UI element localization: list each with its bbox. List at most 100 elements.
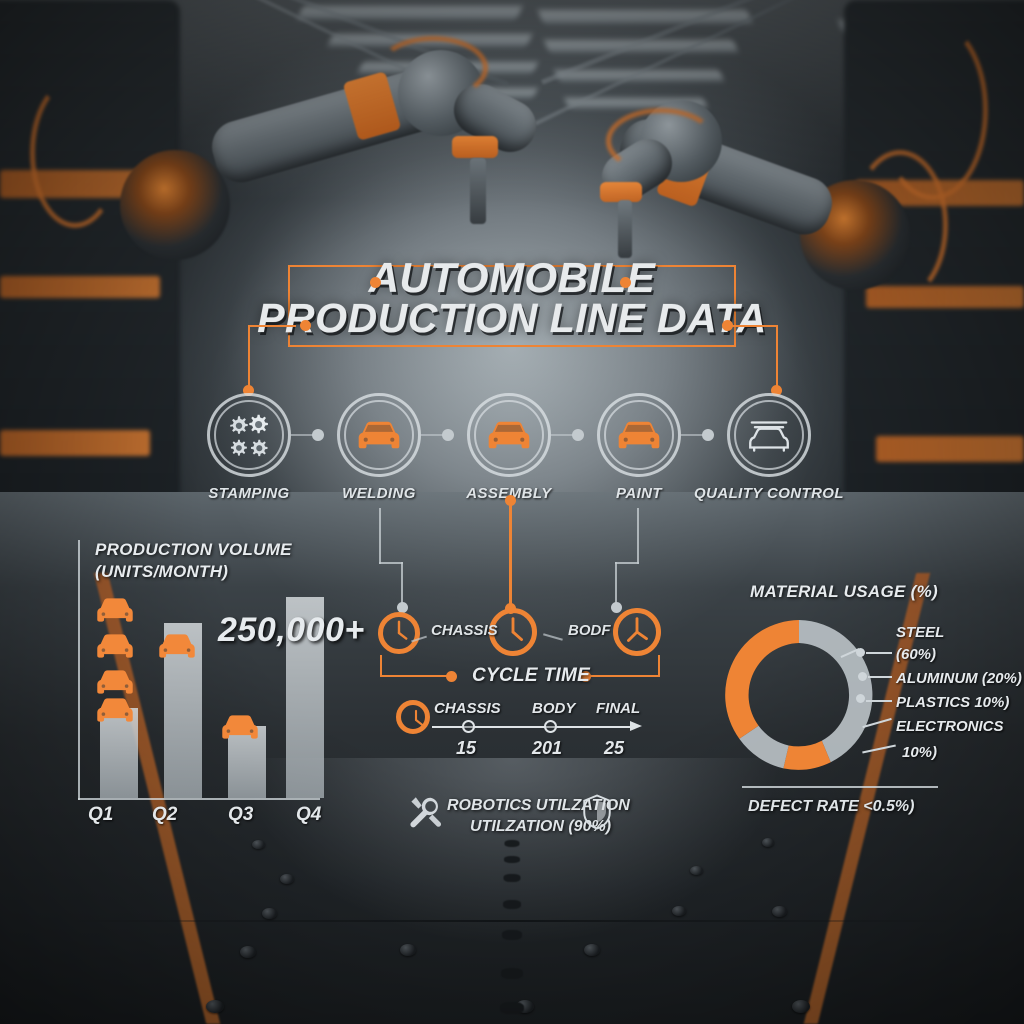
step-connector-dot xyxy=(702,429,714,441)
cycle-connector-line-center xyxy=(509,500,512,610)
process-step-stamping[interactable]: STAMPING xyxy=(207,393,291,502)
title-bracket-right xyxy=(776,325,778,391)
car-icon xyxy=(618,421,660,449)
legend-label-plastics: PLASTICS 10%) xyxy=(896,694,1010,711)
process-step-paint[interactable]: PAINT xyxy=(597,393,681,502)
process-step-label: STAMPING xyxy=(208,485,290,502)
shield-icon xyxy=(583,794,611,830)
car-outline-icon xyxy=(749,421,789,452)
title-bracket-dot-right xyxy=(771,385,782,396)
legend-label-aluminum: ALUMINUM (20%) xyxy=(896,670,1022,687)
cycle-connector-line-right xyxy=(637,508,639,564)
node-ring-outer xyxy=(467,393,551,477)
legend-value-electronics: 10%) xyxy=(902,744,938,761)
cycle-connector-line-right xyxy=(615,562,617,606)
bar-label-q4: Q4 xyxy=(296,804,322,825)
legend-leader-line-steel xyxy=(866,652,892,654)
cycle-connector-line-left xyxy=(401,562,403,606)
step-connector-line xyxy=(291,434,313,436)
clock-label-body: BODF xyxy=(568,622,611,639)
bar-label-q2: Q2 xyxy=(152,804,178,825)
node-ring-inner xyxy=(214,400,284,470)
timeline-stage-body: BODY xyxy=(532,700,576,717)
process-step-label: WELDING xyxy=(342,485,416,502)
clock-icon-left xyxy=(378,612,420,654)
cycle-connector-dot-left xyxy=(397,602,408,613)
production-volume-title-line1: PRODUCTION VOLUME xyxy=(95,540,292,559)
cycle-time-bracket-right xyxy=(658,655,660,677)
cycle-connector-line-right xyxy=(615,562,639,564)
title-connector-dot xyxy=(370,277,381,288)
step-connector-line xyxy=(681,434,703,436)
bar-q4[interactable] xyxy=(286,597,324,798)
cycle-time-bracket-left xyxy=(380,675,450,677)
bar-q1[interactable] xyxy=(100,708,138,798)
clock-icon-timeline xyxy=(396,700,430,734)
cycle-connector-dot-center-top xyxy=(505,495,516,506)
production-big-stat: 250,000+ xyxy=(218,611,365,649)
node-ring-outer xyxy=(337,393,421,477)
timeline-axis xyxy=(432,726,634,728)
cycle-time-bracket-left xyxy=(380,655,382,677)
cycle-connector-dot-right xyxy=(611,602,622,613)
legend-value-steel: (60%) xyxy=(896,646,937,663)
title-bracket-dot-left xyxy=(243,385,254,396)
clock-icon-center xyxy=(489,608,537,656)
step-connector-line xyxy=(551,434,573,436)
cycle-timeline: CHASSIS BODY FINAL 15 201 25 xyxy=(432,700,652,762)
legend-leader-dot-plastics xyxy=(856,694,865,703)
node-ring-outer xyxy=(207,393,291,477)
process-step-welding[interactable]: WELDING xyxy=(337,393,421,502)
legend-leader-line-plastics xyxy=(866,700,892,702)
clock-label-chassis: CHASSIS xyxy=(431,622,498,639)
clock-icon-right xyxy=(613,608,661,656)
car-pictogram xyxy=(97,698,133,722)
bar-label-q3: Q3 xyxy=(228,804,254,825)
title-line-1: AUTOMOBILE xyxy=(368,254,656,301)
car-pictogram xyxy=(97,670,133,694)
process-step-label: PAINT xyxy=(616,485,662,502)
material-usage-title: MATERIAL USAGE (%) xyxy=(750,582,938,601)
legend-leader-dot-aluminum xyxy=(858,672,867,681)
title-frame xyxy=(288,265,736,347)
process-step-label: ASSEMBLY xyxy=(466,485,552,502)
chart-x-axis xyxy=(78,798,320,800)
timeline-stage-final: FINAL xyxy=(596,700,641,717)
node-ring-inner xyxy=(604,400,674,470)
clock-label-leader-right xyxy=(543,633,563,641)
step-connector-dot xyxy=(572,429,584,441)
defect-divider xyxy=(742,786,938,788)
car-pictogram xyxy=(222,715,258,739)
node-ring-inner xyxy=(474,400,544,470)
node-ring-outer xyxy=(597,393,681,477)
cycle-time-bracket-right xyxy=(588,675,660,677)
page-title: AUTOMOBILE PRODUCTION LINE DATA xyxy=(0,254,1024,341)
legend-leader-dot-steel xyxy=(856,648,865,657)
title-connector-dot xyxy=(722,320,733,331)
timeline-node-chassis[interactable] xyxy=(462,720,475,733)
step-connector-dot xyxy=(442,429,454,441)
car-icon xyxy=(358,421,400,449)
car-pictogram xyxy=(159,634,195,658)
legend-label-electronics: ELECTRONICS xyxy=(896,718,1004,735)
title-bracket-left xyxy=(248,325,250,391)
chart-y-axis xyxy=(78,540,80,800)
step-connector-line xyxy=(421,434,443,436)
node-ring-inner xyxy=(734,400,804,470)
title-line-2: PRODUCTION LINE DATA xyxy=(257,294,767,341)
process-step-label: QUALITY CONTROL xyxy=(694,485,844,502)
process-step-assembly[interactable]: ASSEMBLY xyxy=(466,393,551,502)
timeline-value-body: 201 xyxy=(532,738,563,758)
node-ring-outer xyxy=(727,393,811,477)
bar-q3[interactable] xyxy=(228,726,266,798)
cycle-connector-line-left xyxy=(379,562,403,564)
timeline-node-body[interactable] xyxy=(544,720,557,733)
timeline-arrow-icon xyxy=(630,721,642,731)
node-ring-inner xyxy=(344,400,414,470)
gears-icon xyxy=(230,414,268,457)
process-step-quality-control[interactable]: QUALITY CONTROL xyxy=(694,393,844,502)
wrench-screwdriver-icon xyxy=(410,797,442,828)
title-connector-dot xyxy=(620,277,631,288)
material-usage-donut-chart xyxy=(725,620,873,770)
